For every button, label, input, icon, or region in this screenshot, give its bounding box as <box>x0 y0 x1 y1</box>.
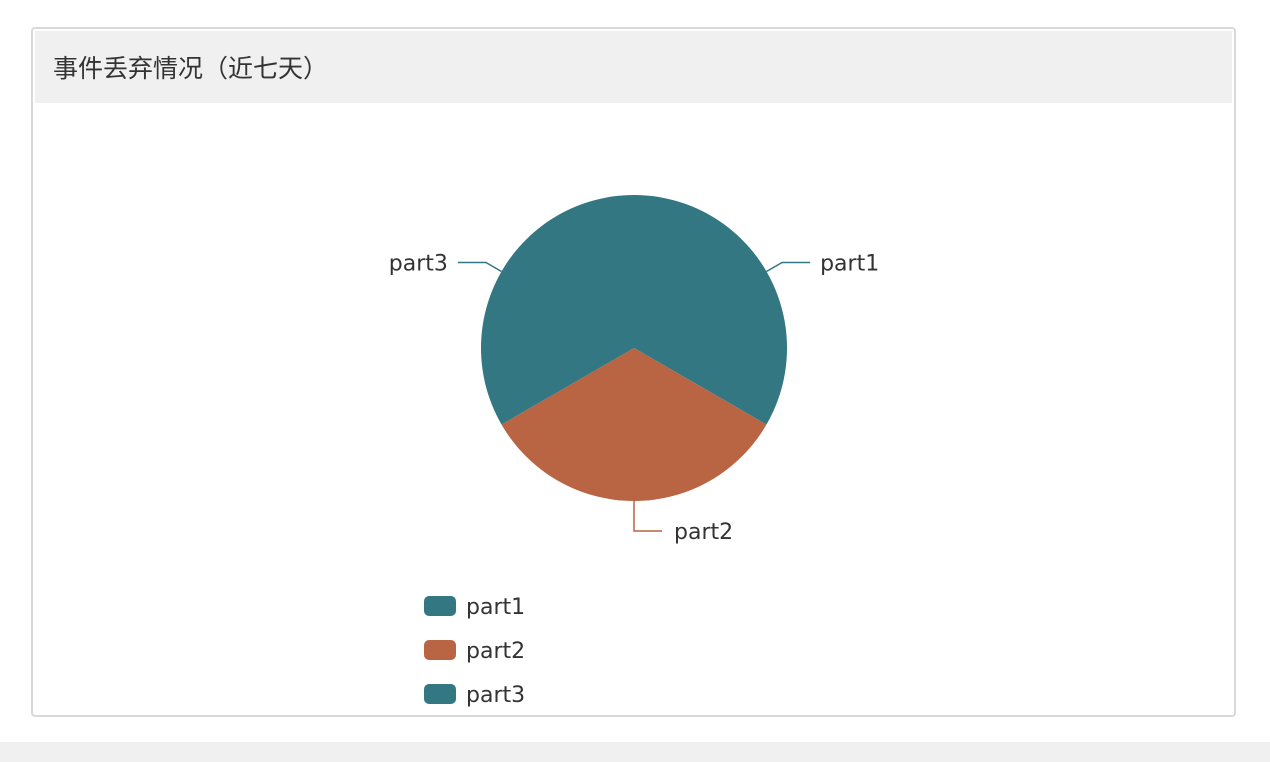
legend-item-part1[interactable]: part1 <box>424 595 525 620</box>
legend-swatch <box>424 640 456 660</box>
label-leader-line <box>633 501 662 532</box>
legend-swatch <box>424 596 456 616</box>
legend-item-part3[interactable]: part3 <box>424 683 525 708</box>
page-footer-strip <box>0 742 1270 762</box>
chart-legend[interactable]: part1 part2 part3 <box>424 595 525 708</box>
legend-label: part1 <box>466 595 525 620</box>
pie-slices <box>481 195 787 501</box>
panel-title: 事件丢弃情况（近七天） <box>53 54 329 83</box>
slice-label-part2: part2 <box>674 520 733 545</box>
legend-item-part2[interactable]: part2 <box>424 639 525 664</box>
pie-slice-part1[interactable] <box>634 195 787 425</box>
legend-swatch <box>424 684 456 704</box>
legend-label: part3 <box>466 683 525 708</box>
pie-slice-part3[interactable] <box>481 195 634 425</box>
pie-slice-part2[interactable] <box>501 348 767 501</box>
pie-labels: part1 part2 part3 <box>389 252 879 546</box>
chart-panel: 事件丢弃情况（近七天） <box>31 27 1236 717</box>
slice-label-part1: part1 <box>820 252 879 277</box>
slice-label-part3: part3 <box>389 252 448 277</box>
label-leader-line <box>457 261 502 273</box>
legend-label: part2 <box>466 639 525 664</box>
panel-header: 事件丢弃情况（近七天） <box>35 31 1232 103</box>
label-leader-line <box>766 261 811 273</box>
